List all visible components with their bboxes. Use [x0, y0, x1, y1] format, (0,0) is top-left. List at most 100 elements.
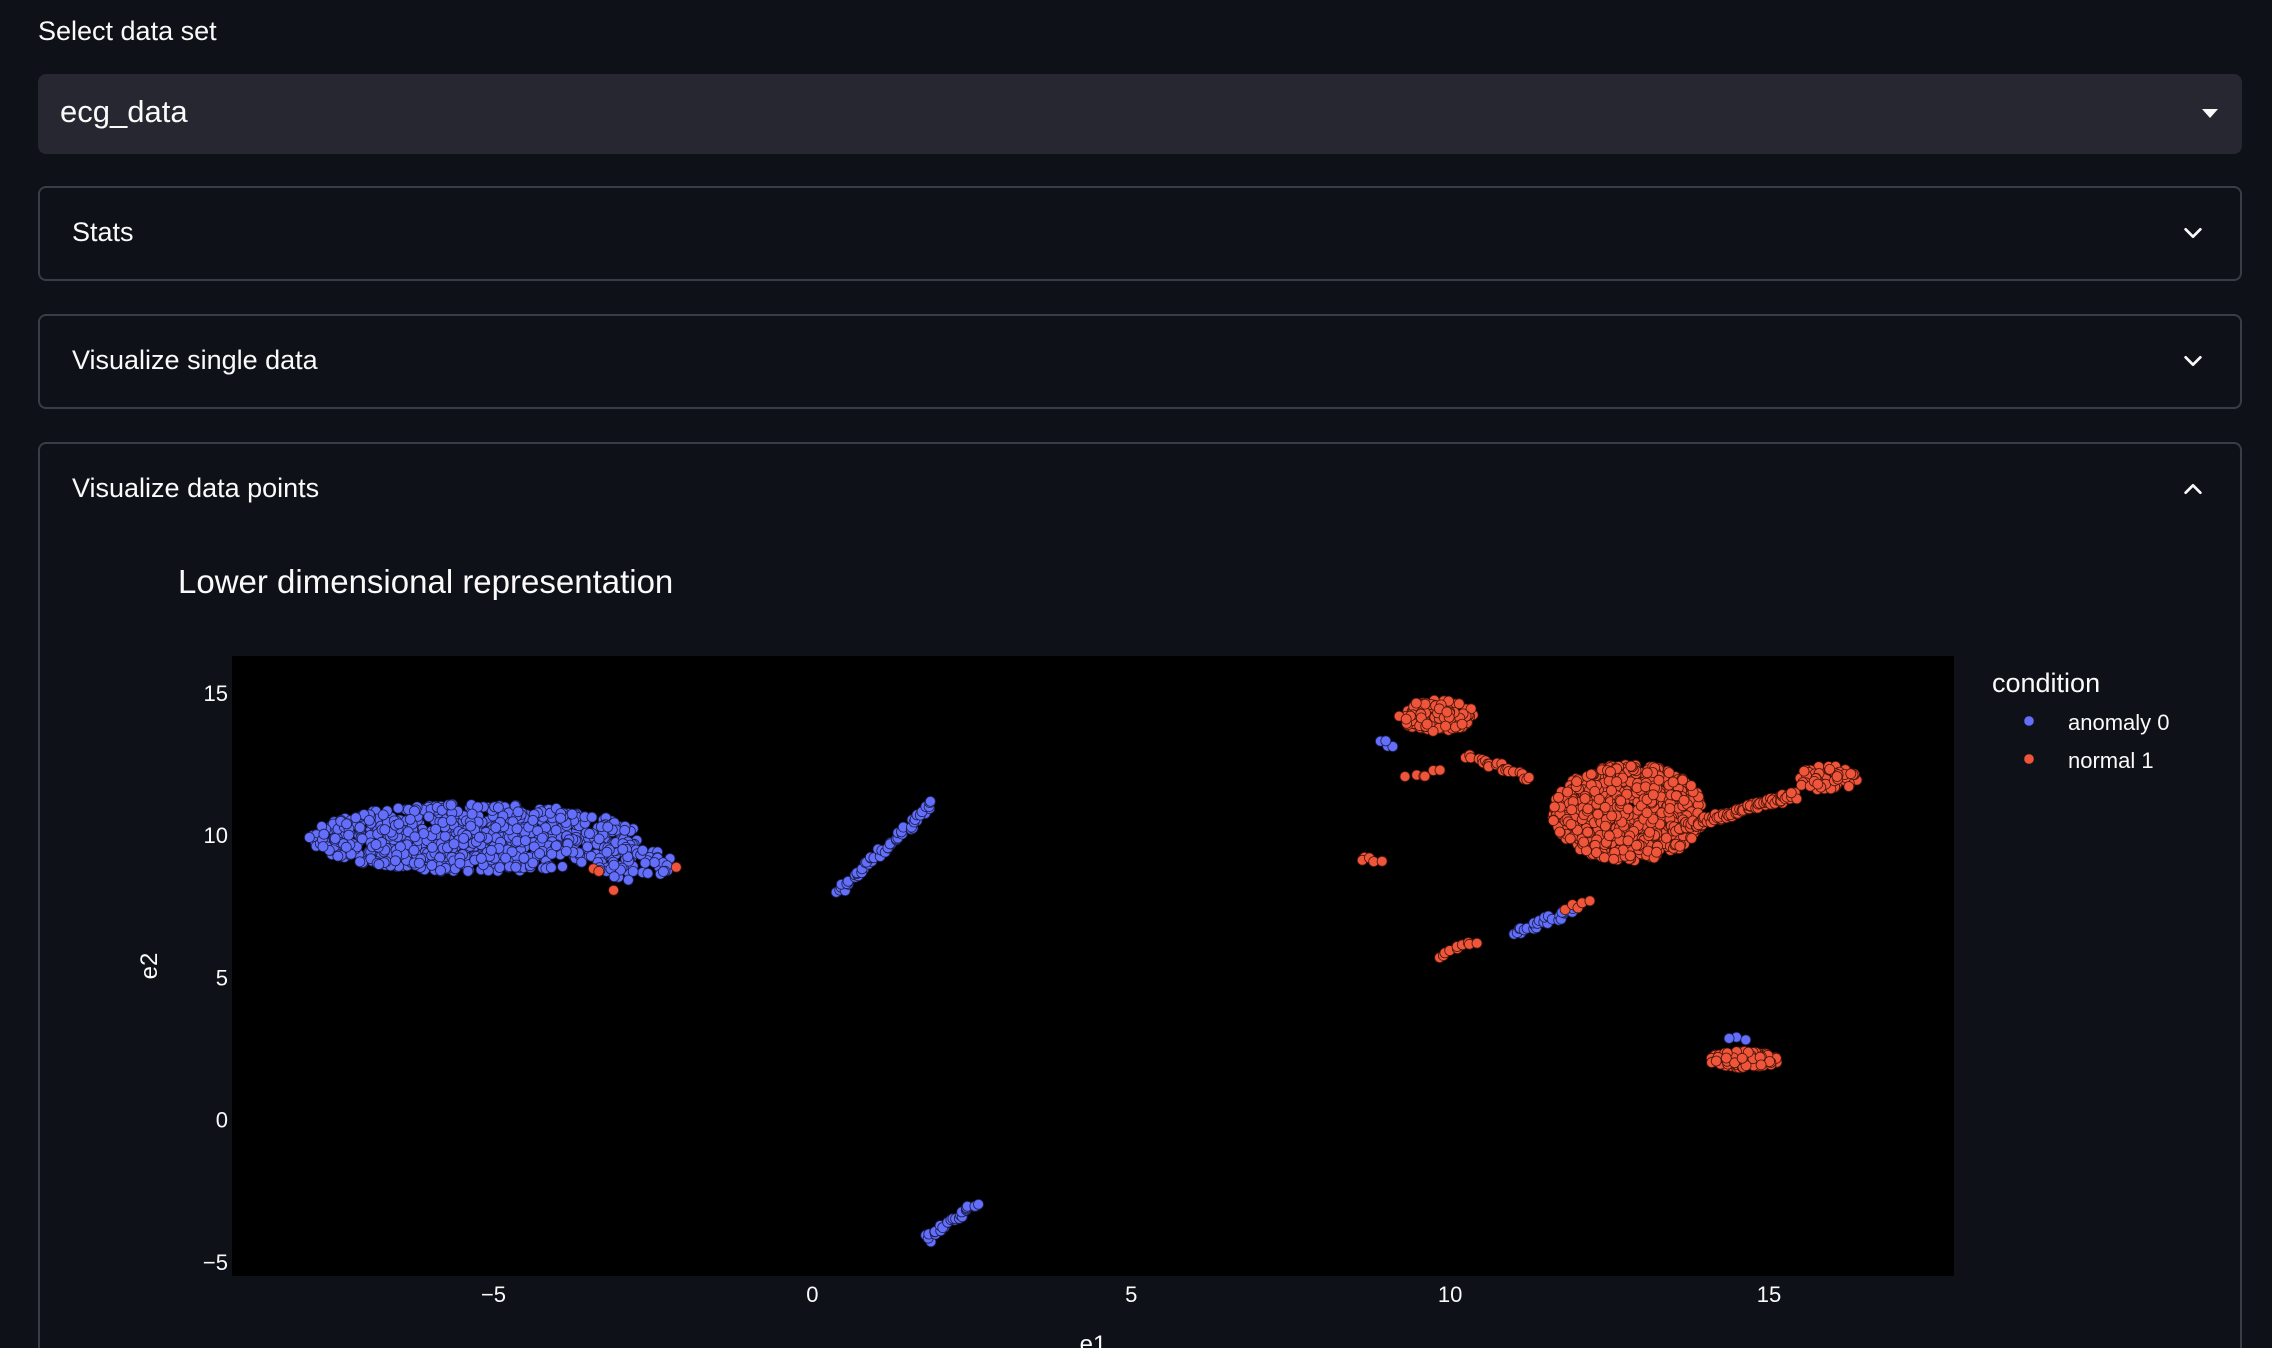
data-point[interactable]	[1599, 852, 1610, 864]
data-point[interactable]	[1592, 808, 1604, 820]
data-point[interactable]	[1640, 781, 1651, 793]
data-point[interactable]	[560, 846, 572, 857]
data-point[interactable]	[518, 852, 530, 864]
data-point[interactable]	[1661, 832, 1672, 844]
data-point[interactable]	[1591, 847, 1602, 858]
data-point[interactable]	[1606, 785, 1617, 796]
data-point[interactable]	[1720, 1052, 1732, 1064]
data-point[interactable]	[448, 838, 460, 850]
data-point[interactable]	[500, 852, 512, 864]
data-point[interactable]	[602, 821, 614, 833]
data-point[interactable]	[465, 820, 477, 832]
data-point[interactable]	[1419, 770, 1431, 782]
data-point[interactable]	[1554, 826, 1566, 838]
data-point[interactable]	[1677, 774, 1688, 786]
data-point[interactable]	[622, 851, 634, 863]
data-point[interactable]	[1599, 801, 1611, 813]
data-point[interactable]	[670, 861, 682, 873]
data-point[interactable]	[510, 861, 522, 873]
data-point[interactable]	[584, 828, 595, 839]
data-point[interactable]	[1584, 895, 1596, 907]
data-point[interactable]	[1812, 778, 1824, 790]
data-point[interactable]	[329, 833, 341, 844]
data-point[interactable]	[586, 811, 598, 823]
data-point[interactable]	[925, 796, 936, 807]
data-point[interactable]	[354, 856, 366, 868]
data-point[interactable]	[608, 884, 619, 896]
data-point[interactable]	[492, 802, 504, 813]
data-point[interactable]	[1624, 850, 1636, 862]
data-point[interactable]	[1685, 780, 1697, 791]
data-point[interactable]	[1678, 794, 1690, 806]
data-point[interactable]	[462, 865, 474, 877]
data-point[interactable]	[1585, 768, 1597, 780]
data-point[interactable]	[1380, 735, 1392, 747]
data-point[interactable]	[576, 856, 588, 868]
data-point[interactable]	[317, 841, 329, 852]
data-point[interactable]	[582, 841, 593, 853]
data-point[interactable]	[332, 850, 344, 862]
data-point[interactable]	[1686, 833, 1698, 844]
data-point[interactable]	[550, 824, 562, 836]
data-point[interactable]	[1582, 826, 1594, 838]
data-point[interactable]	[608, 859, 620, 871]
data-point[interactable]	[408, 845, 420, 856]
data-point[interactable]	[1641, 807, 1653, 819]
data-point[interactable]	[1441, 706, 1453, 718]
data-point[interactable]	[1755, 1059, 1767, 1071]
data-point[interactable]	[1843, 781, 1855, 792]
expander-visualize-points-header[interactable]: Visualize data points	[40, 444, 2240, 536]
data-point[interactable]	[1578, 836, 1589, 848]
data-point[interactable]	[485, 844, 497, 856]
data-point[interactable]	[472, 801, 484, 813]
data-point[interactable]	[413, 857, 425, 869]
data-point[interactable]	[363, 815, 375, 826]
data-point[interactable]	[506, 846, 518, 858]
dataset-select[interactable]: ecg_data	[38, 74, 2242, 154]
data-point[interactable]	[1736, 1052, 1748, 1064]
data-point[interactable]	[593, 833, 605, 845]
data-point[interactable]	[1593, 793, 1605, 805]
data-point[interactable]	[1523, 772, 1535, 783]
data-point[interactable]	[627, 866, 639, 877]
data-point[interactable]	[389, 855, 401, 867]
data-point[interactable]	[1456, 718, 1468, 730]
legend-item-normal[interactable]: normal 1	[2023, 748, 2154, 773]
data-point[interactable]	[1663, 767, 1675, 778]
data-point[interactable]	[1553, 792, 1564, 803]
data-point[interactable]	[545, 862, 557, 873]
data-point[interactable]	[550, 840, 562, 852]
data-point[interactable]	[1622, 835, 1634, 847]
data-point[interactable]	[1376, 855, 1388, 867]
data-point[interactable]	[370, 839, 382, 850]
data-point[interactable]	[1824, 764, 1836, 775]
data-point[interactable]	[973, 1198, 984, 1210]
data-point[interactable]	[1603, 830, 1615, 842]
data-point[interactable]	[1549, 801, 1560, 813]
data-point[interactable]	[1641, 767, 1653, 779]
data-point[interactable]	[511, 823, 523, 835]
data-point[interactable]	[1400, 713, 1412, 725]
data-point[interactable]	[377, 809, 389, 821]
data-point[interactable]	[649, 857, 660, 868]
data-point[interactable]	[350, 812, 362, 824]
data-point[interactable]	[343, 829, 355, 841]
data-point[interactable]	[1644, 826, 1656, 838]
data-point[interactable]	[445, 815, 457, 826]
data-point[interactable]	[1600, 820, 1611, 832]
data-point[interactable]	[557, 861, 568, 872]
data-point[interactable]	[392, 802, 404, 814]
data-point[interactable]	[1562, 786, 1573, 798]
data-point[interactable]	[423, 811, 435, 823]
data-point[interactable]	[1427, 725, 1439, 737]
data-point[interactable]	[546, 848, 558, 860]
data-point[interactable]	[637, 844, 649, 856]
data-point[interactable]	[1798, 765, 1810, 777]
data-point[interactable]	[1453, 698, 1465, 710]
data-point[interactable]	[341, 818, 353, 830]
data-point[interactable]	[608, 871, 620, 883]
data-point[interactable]	[1740, 1034, 1752, 1046]
legend-item-anomaly[interactable]: anomaly 0	[2023, 710, 2170, 735]
data-point[interactable]	[555, 812, 566, 824]
